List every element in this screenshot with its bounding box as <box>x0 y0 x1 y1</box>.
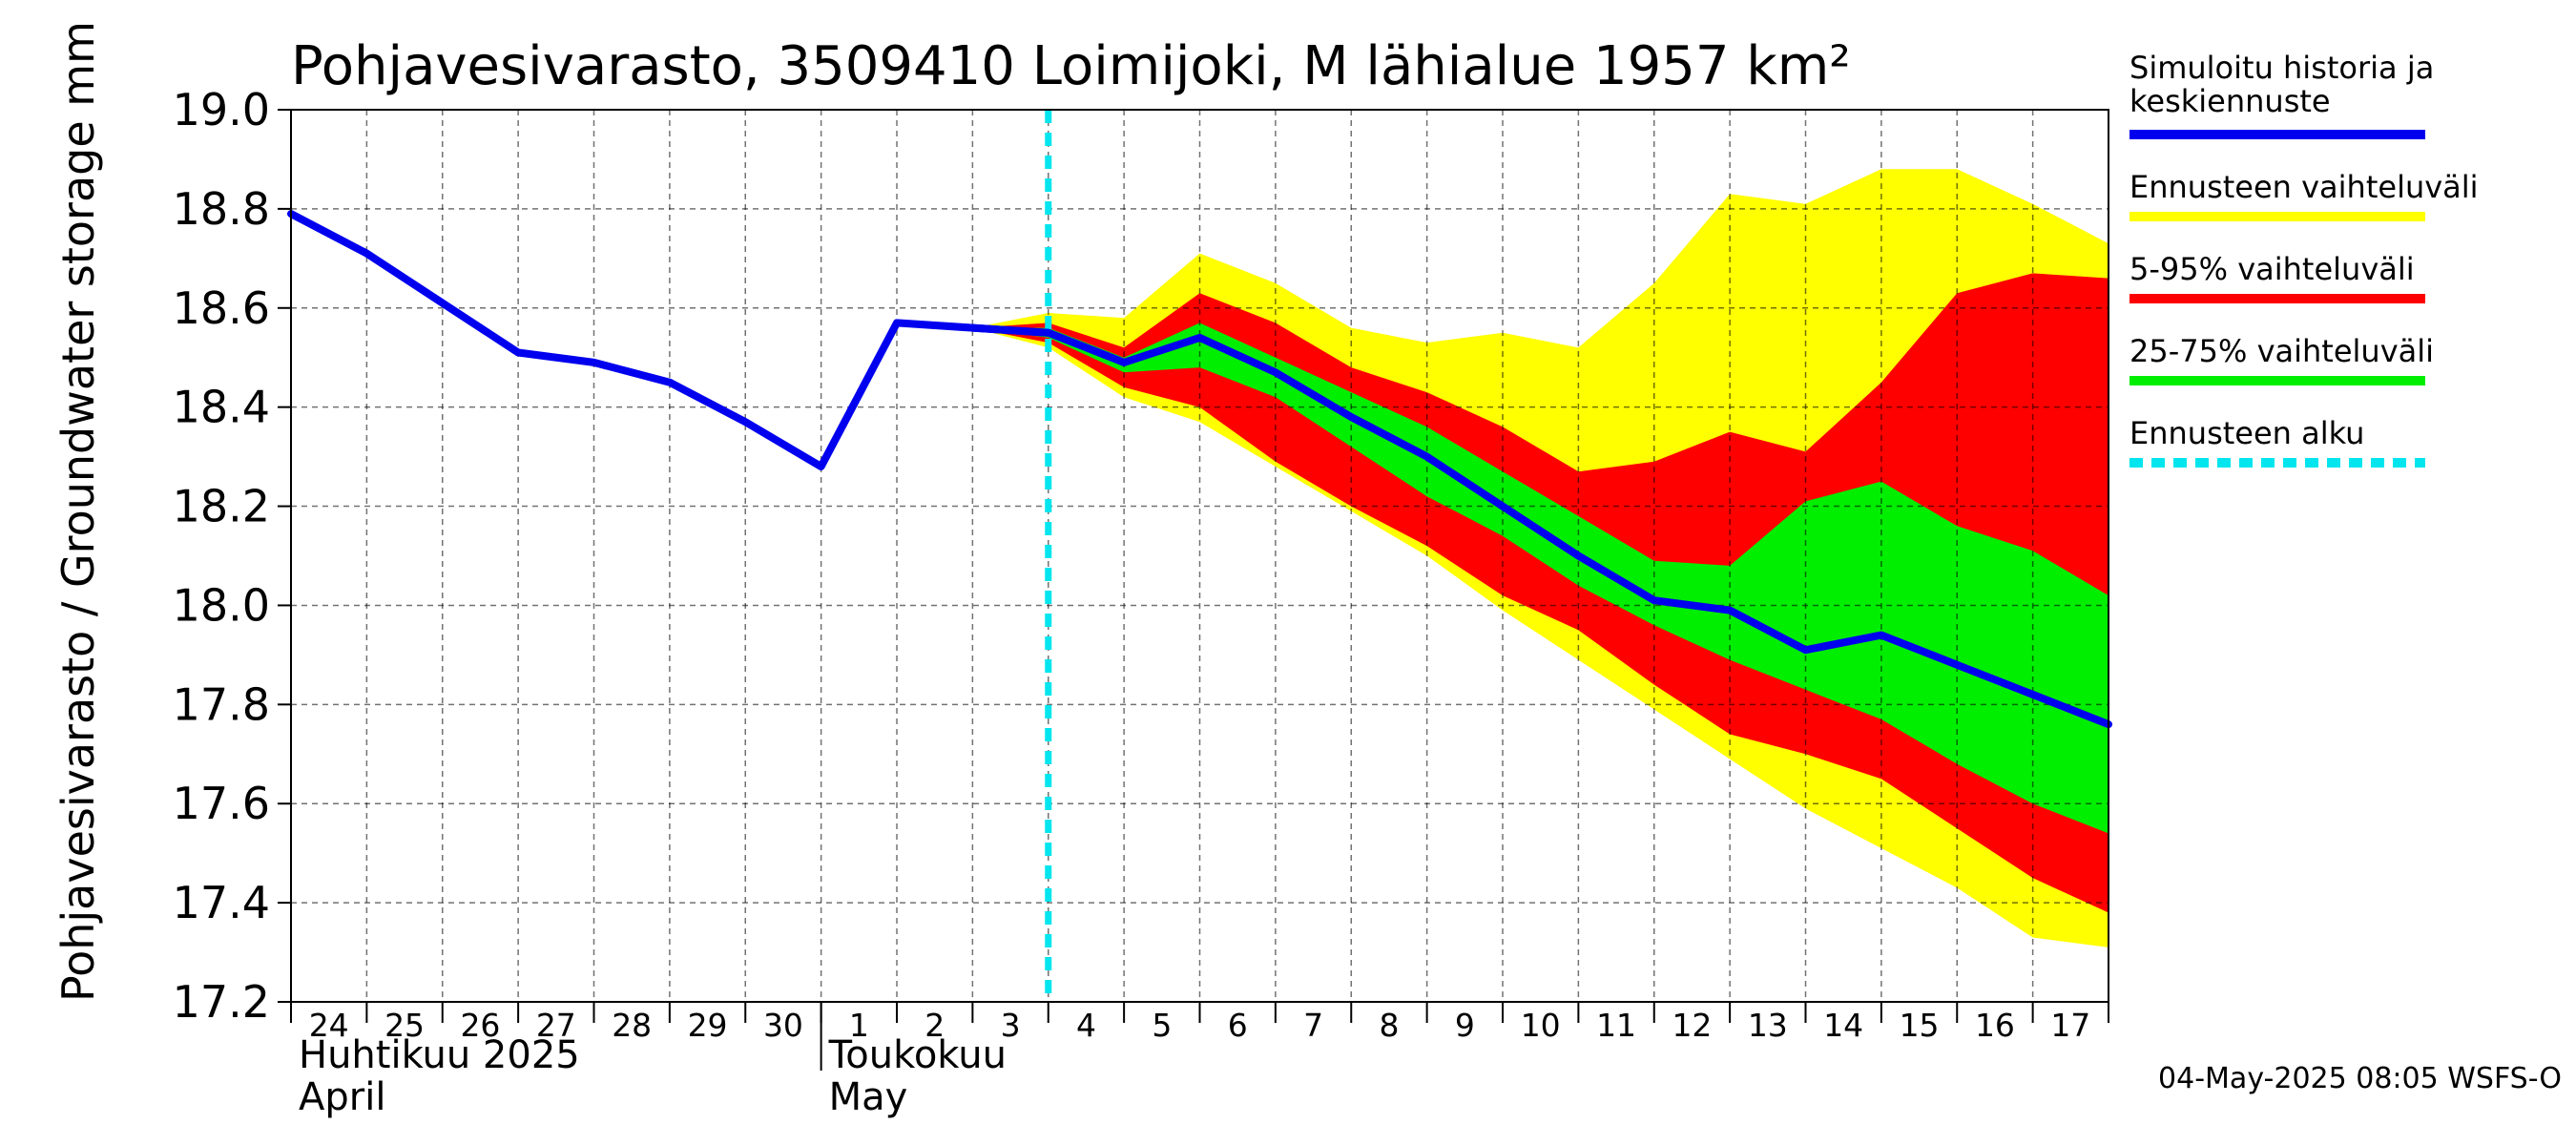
legend-label: Simuloitu historia ja <box>2129 50 2434 86</box>
band-5-95 <box>972 273 2109 913</box>
x-day-label: 28 <box>612 1007 652 1044</box>
legend-label: 25-75% vaihteluväli <box>2129 333 2434 369</box>
x-day-label: 11 <box>1596 1007 1636 1044</box>
x-day-label: 10 <box>1521 1007 1561 1044</box>
x-day-label: 1 <box>849 1007 869 1044</box>
x-day-label: 4 <box>1076 1007 1096 1044</box>
footer-timestamp: 04-May-2025 08:05 WSFS-O <box>2158 1062 2562 1095</box>
x-day-label: 16 <box>1975 1007 2015 1044</box>
x-day-label: 2 <box>924 1007 945 1044</box>
y-tick-label: 18.8 <box>173 183 270 235</box>
grid <box>291 109 2109 1003</box>
axes: 17.2 17.4 17.6 17.8 18.0 18.2 18.4 18.6 18.8 19.0… <box>173 84 2109 1119</box>
x-day-label: 9 <box>1455 1007 1475 1044</box>
x-day-label: 8 <box>1379 1007 1399 1044</box>
legend-label: Ennusteen vaihteluväli <box>2129 169 2479 205</box>
y-tick-label: 18.0 <box>173 579 270 631</box>
x-day-label: 27 <box>536 1007 576 1044</box>
x-day-label: 29 <box>688 1007 728 1044</box>
y-tick-label: 18.4 <box>173 382 270 433</box>
x-day-label: 6 <box>1228 1007 1248 1044</box>
y-tick-label: 17.8 <box>173 678 270 730</box>
y-tick-label: 19.0 <box>173 84 270 135</box>
x-day-label: 13 <box>1748 1007 1788 1044</box>
history-line <box>287 210 1052 470</box>
x-day-label: 3 <box>1001 1007 1021 1044</box>
band-25-75 <box>972 323 2109 834</box>
y-tick-label: 17.4 <box>173 877 270 928</box>
x-day-label: 24 <box>309 1007 349 1044</box>
x-day-label: 5 <box>1152 1007 1172 1044</box>
month-label-en: May <box>829 1075 908 1119</box>
y-tick-label: 17.2 <box>173 976 270 1028</box>
x-day-label: 7 <box>1303 1007 1323 1044</box>
x-day-label: 17 <box>2050 1007 2090 1044</box>
y-tick-label: 18.6 <box>173 282 270 334</box>
month-label-en: April <box>299 1075 385 1119</box>
legend-label: Ennusteen alku <box>2129 415 2364 451</box>
x-day-label: 25 <box>384 1007 425 1044</box>
x-day-label: 12 <box>1672 1007 1712 1044</box>
forecast-bands <box>972 169 2109 947</box>
y-tick-label: 17.6 <box>173 778 270 829</box>
y-tick-label: 18.2 <box>173 481 270 532</box>
month-label: Toukokuu <box>828 1033 1007 1077</box>
x-day-label: 26 <box>460 1007 500 1044</box>
x-day-label: 15 <box>1900 1007 1940 1044</box>
series-lines <box>287 110 2112 1002</box>
chart-title: Pohjavesivarasto, 3509410 Loimijoki, M l… <box>291 35 1851 97</box>
y-axis-label: Pohjavesivarasto / Groundwater storage m… <box>52 21 104 1002</box>
median-forecast-line <box>968 323 2112 729</box>
x-day-label: 30 <box>763 1007 803 1044</box>
x-day-label: 14 <box>1823 1007 1863 1044</box>
month-label: Huhtikuu 2025 <box>299 1033 580 1077</box>
legend-label: 5-95% vaihteluväli <box>2129 251 2415 287</box>
legend-label: keskiennuste <box>2129 83 2331 119</box>
